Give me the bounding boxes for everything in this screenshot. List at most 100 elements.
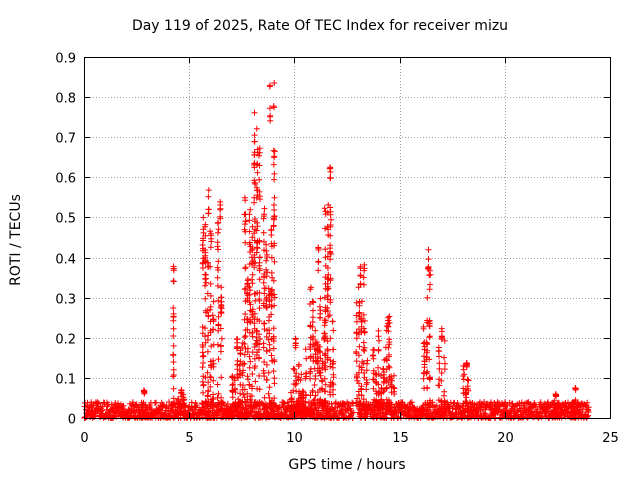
data-point — [256, 267, 263, 274]
data-point — [214, 274, 221, 281]
data-point — [309, 323, 316, 330]
data-point — [281, 400, 288, 407]
data-point — [265, 390, 272, 397]
data-point — [256, 305, 263, 312]
data-point — [256, 254, 263, 261]
data-point — [332, 400, 339, 407]
data-point — [256, 341, 263, 348]
data-point — [463, 362, 470, 369]
data-point — [205, 402, 212, 409]
data-point — [207, 383, 214, 390]
data-point — [420, 325, 427, 332]
data-point — [555, 399, 562, 406]
data-point — [442, 360, 448, 367]
data-point — [435, 347, 442, 354]
data-point — [358, 392, 365, 399]
data-point — [129, 399, 136, 406]
data-point — [271, 291, 278, 298]
data-point — [311, 396, 318, 403]
data-point — [360, 346, 367, 353]
data-point — [271, 380, 278, 387]
data-point — [170, 373, 177, 380]
data-point — [327, 204, 334, 211]
data-point — [229, 382, 236, 389]
data-point — [270, 345, 277, 352]
data-point — [357, 272, 364, 279]
data-point — [240, 360, 247, 367]
data-point — [237, 402, 243, 409]
data-point — [202, 249, 209, 256]
data-point — [205, 408, 212, 415]
data-point — [170, 265, 177, 272]
data-point — [256, 331, 262, 338]
data-point — [573, 407, 580, 414]
data-point — [237, 390, 244, 397]
data-point — [271, 194, 278, 201]
data-point — [257, 336, 264, 342]
data-point — [244, 326, 251, 333]
data-point — [202, 295, 209, 302]
data-point — [420, 375, 427, 382]
data-point — [324, 304, 331, 311]
data-point — [240, 412, 247, 419]
data-point — [247, 358, 254, 365]
data-point — [249, 330, 256, 336]
data-point — [324, 265, 331, 271]
data-point — [572, 385, 579, 392]
data-point — [246, 353, 253, 360]
data-point — [359, 298, 365, 305]
data-point — [464, 376, 471, 383]
data-point — [270, 147, 277, 154]
data-point — [350, 409, 357, 416]
data-point — [460, 366, 467, 373]
data-point — [261, 373, 268, 380]
data-point — [344, 406, 351, 413]
data-point — [240, 391, 247, 398]
data-point — [260, 340, 267, 347]
data-point — [204, 348, 211, 355]
data-point — [208, 235, 215, 242]
data-point — [266, 347, 273, 354]
data-point — [315, 259, 322, 266]
y-axis-label: ROTI / TECUs — [8, 194, 24, 286]
data-point — [256, 414, 263, 421]
data-point — [363, 386, 370, 393]
data-point — [315, 267, 322, 274]
data-point — [271, 357, 278, 363]
data-point — [324, 308, 331, 314]
data-point — [244, 281, 251, 288]
data-point — [270, 325, 277, 332]
data-point — [261, 326, 268, 333]
data-point — [433, 402, 440, 409]
data-point — [202, 398, 209, 405]
data-point — [254, 219, 261, 226]
data-point — [330, 374, 337, 381]
data-point — [251, 149, 258, 156]
data-point — [263, 361, 270, 368]
data-point — [256, 276, 263, 283]
data-point — [327, 251, 334, 257]
data-point — [270, 161, 277, 168]
data-point — [218, 374, 225, 381]
data-point — [217, 325, 224, 332]
data-point — [324, 338, 331, 345]
data-point — [205, 187, 212, 194]
data-point — [263, 376, 270, 383]
data-point — [248, 393, 255, 399]
data-point — [263, 247, 270, 254]
data-point — [427, 408, 434, 415]
data-point — [441, 398, 448, 405]
data-point — [370, 367, 377, 374]
data-point — [424, 347, 431, 354]
data-point — [170, 359, 177, 365]
data-point — [436, 365, 443, 372]
data-point — [268, 232, 275, 238]
x-tick-label: 10 — [286, 431, 303, 446]
data-point — [375, 381, 382, 388]
data-point — [261, 359, 268, 365]
data-point — [431, 403, 438, 410]
data-point — [261, 211, 268, 218]
data-point — [353, 399, 360, 406]
data-point — [538, 414, 545, 421]
data-point — [240, 382, 246, 389]
